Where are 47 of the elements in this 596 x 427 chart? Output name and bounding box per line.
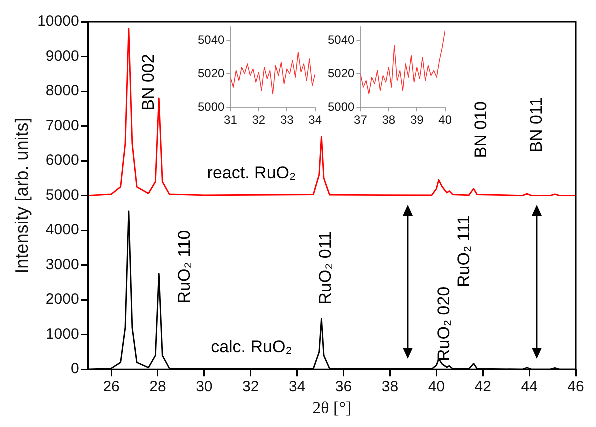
annotation: BN 010 bbox=[472, 101, 491, 158]
y-tick-label: 3000 bbox=[46, 256, 80, 274]
y-tick-label: 8000 bbox=[46, 82, 80, 100]
x-tick-label: 33 bbox=[280, 113, 294, 128]
x-tick-label: 44 bbox=[521, 378, 538, 396]
y-tick-label: 10000 bbox=[38, 13, 80, 30]
y-tick-label: 4000 bbox=[46, 222, 80, 239]
annotation: BN 011 bbox=[526, 97, 546, 153]
x-tick-label: 34 bbox=[308, 113, 322, 128]
x-tick-label: 39 bbox=[410, 113, 424, 128]
y-tick-label: 5020 bbox=[328, 66, 356, 80]
y-tick-label: 5000 bbox=[328, 100, 356, 114]
x-tick-label: 26 bbox=[103, 378, 120, 396]
y-tick-label: 5040 bbox=[198, 32, 226, 47]
y-tick-label: 0 bbox=[70, 360, 80, 378]
x-tick-label: 32 bbox=[242, 378, 260, 396]
x-tick-label: 28 bbox=[150, 378, 166, 396]
x-axis-title: 2θ [°] bbox=[312, 398, 352, 418]
series-label: calc. RuO₂ bbox=[211, 337, 292, 356]
x-tick-label: 38 bbox=[382, 113, 396, 128]
x-tick-label: 31 bbox=[224, 113, 238, 128]
x-tick-label: 40 bbox=[438, 113, 452, 128]
y-tick-label: 9000 bbox=[46, 48, 80, 65]
x-tick-label: 30 bbox=[196, 378, 213, 396]
y-tick-label: 5020 bbox=[198, 66, 226, 80]
x-tick-label: 32 bbox=[252, 113, 266, 128]
y-tick-label: 2000 bbox=[46, 291, 80, 308]
x-tick-label: 40 bbox=[428, 378, 446, 396]
x-tick-label: 37 bbox=[354, 113, 368, 128]
y-tick-label: 6000 bbox=[46, 152, 80, 170]
x-tick-label: 38 bbox=[382, 378, 399, 396]
y-tick-label: 5000 bbox=[46, 186, 80, 204]
y-tick-label: 5000 bbox=[198, 100, 226, 114]
x-tick-label: 42 bbox=[474, 378, 492, 396]
y-tick-label: 5040 bbox=[328, 32, 356, 47]
x-tick-label: 46 bbox=[568, 378, 584, 396]
y-tick-label: 7000 bbox=[46, 117, 80, 134]
x-tick-label: 34 bbox=[288, 378, 306, 396]
y-tick-label: 1000 bbox=[46, 326, 80, 343]
annotation: RuO₂ 020 bbox=[434, 286, 454, 362]
annotation: RuO₂ 110 bbox=[174, 230, 194, 304]
annotation: RuO₂ 111 bbox=[454, 215, 474, 288]
y-axis-title: Intensity [arb. units] bbox=[12, 118, 32, 274]
x-tick-label: 36 bbox=[335, 378, 352, 396]
series-label: react. RuO₂ bbox=[207, 163, 296, 182]
annotation: BN 002 bbox=[138, 54, 158, 111]
annotation: RuO₂ 011 bbox=[316, 232, 335, 305]
